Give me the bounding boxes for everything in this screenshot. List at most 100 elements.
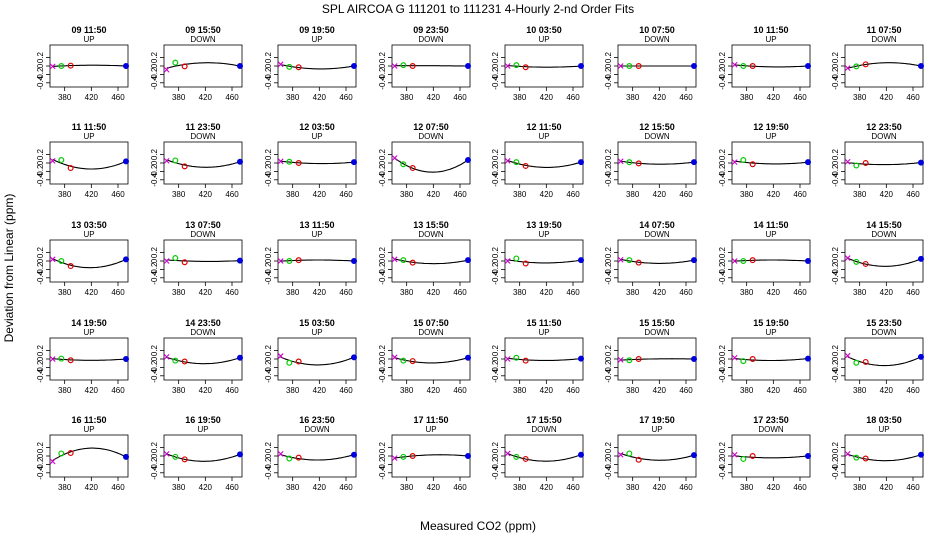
y-tick-label: 0.2	[604, 344, 613, 356]
y-tick-label: -0.4	[36, 270, 45, 284]
std-point	[617, 63, 624, 69]
panel-mode-label: UP	[197, 425, 208, 434]
x-tick-label: 380	[172, 483, 186, 492]
std-point	[286, 63, 293, 70]
y-tick-label: 0.2	[150, 148, 159, 160]
fit-curve	[166, 159, 241, 168]
x-tick-label: 460	[111, 386, 125, 395]
y-tick-label: -0.2	[36, 262, 45, 276]
std-point	[391, 256, 398, 263]
std-point	[58, 62, 65, 69]
panel-frame	[391, 337, 471, 381]
x-tick-label: 380	[58, 483, 72, 492]
fit-curve	[847, 257, 922, 267]
y-tick-label: -0.4	[491, 368, 500, 382]
panel-mode-label: DOWN	[418, 132, 444, 141]
std-point	[409, 358, 416, 365]
y-tick-label: -0.2	[378, 262, 387, 276]
std-point	[740, 157, 747, 164]
std-point	[49, 63, 56, 70]
x-tick-label: 420	[653, 190, 667, 199]
panel-mode-label: DOWN	[190, 35, 216, 44]
y-tick-label: -0.2	[491, 262, 500, 276]
x-tick-label: 380	[172, 190, 186, 199]
panel-mode-label: DOWN	[190, 230, 216, 239]
fit-curve	[734, 64, 809, 68]
y-tick-label: -0.2	[491, 67, 500, 81]
panel-time-label: 13 15:50	[413, 220, 449, 230]
y-tick-label: -0.2	[831, 262, 840, 276]
y-tick-label: 0.2	[491, 148, 500, 160]
y-tick-label: -0.4	[36, 75, 45, 89]
std-point	[862, 160, 869, 167]
std-point	[67, 62, 74, 69]
y-tick-label: 0	[718, 63, 727, 68]
std-point	[635, 356, 642, 363]
y-tick-label: -0.2	[264, 360, 273, 374]
std-point	[49, 458, 56, 465]
x-tick-label: 420	[199, 386, 213, 395]
x-tick-label: 460	[225, 483, 239, 492]
x-tick-label: 460	[566, 93, 580, 102]
std-point	[236, 354, 243, 361]
y-tick-label: 0	[150, 160, 159, 165]
panel-mode-label: UP	[83, 425, 94, 434]
x-tick-label: 380	[513, 288, 527, 297]
y-tick-label: -0.2	[491, 360, 500, 374]
std-point	[123, 158, 130, 165]
std-point	[853, 454, 860, 461]
panel-time-label: 10 03:50	[526, 25, 562, 35]
std-point	[123, 256, 130, 263]
x-tick-label: 460	[793, 386, 807, 395]
y-tick-label: 0.2	[831, 441, 840, 453]
panel-mode-label: UP	[538, 230, 549, 239]
panel-time-label: 09 19:50	[299, 25, 335, 35]
y-tick-label: -0.4	[604, 368, 613, 382]
panel-mode-label: UP	[311, 35, 322, 44]
fit-curve	[280, 259, 355, 262]
panel-frame	[844, 337, 924, 381]
panel-mode-label: DOWN	[304, 425, 330, 434]
std-point	[626, 450, 633, 457]
x-tick-label: 460	[453, 288, 467, 297]
std-point	[163, 451, 170, 457]
std-point	[236, 63, 243, 70]
std-point	[391, 155, 398, 161]
std-point	[163, 258, 170, 264]
std-point	[691, 452, 698, 459]
std-point	[578, 355, 585, 362]
x-tick-label: 420	[767, 93, 781, 102]
x-tick-label: 460	[793, 93, 807, 102]
panel-time-label: 12 15:50	[639, 122, 675, 132]
y-tick-label: 0.2	[36, 246, 45, 258]
y-tick-label: -0.2	[831, 360, 840, 374]
panel-time-label: 12 07:50	[413, 122, 449, 132]
std-point	[277, 451, 284, 457]
y-tick-label: 0	[491, 160, 500, 165]
std-point	[464, 354, 471, 361]
y-tick-label: 0.2	[264, 344, 273, 356]
x-tick-label: 420	[85, 190, 99, 199]
x-tick-label: 460	[111, 93, 125, 102]
std-point	[844, 352, 851, 359]
x-tick-label: 420	[880, 483, 894, 492]
x-tick-label: 420	[199, 288, 213, 297]
x-tick-label: 380	[740, 93, 754, 102]
y-tick-label: -0.2	[36, 164, 45, 178]
std-point	[286, 158, 293, 165]
std-point	[626, 257, 633, 264]
x-tick-label: 380	[626, 93, 640, 102]
x-tick-label: 380	[286, 483, 300, 492]
panel-frame	[277, 337, 357, 381]
x-tick-label: 460	[679, 483, 693, 492]
y-tick-label: 0.2	[718, 246, 727, 258]
